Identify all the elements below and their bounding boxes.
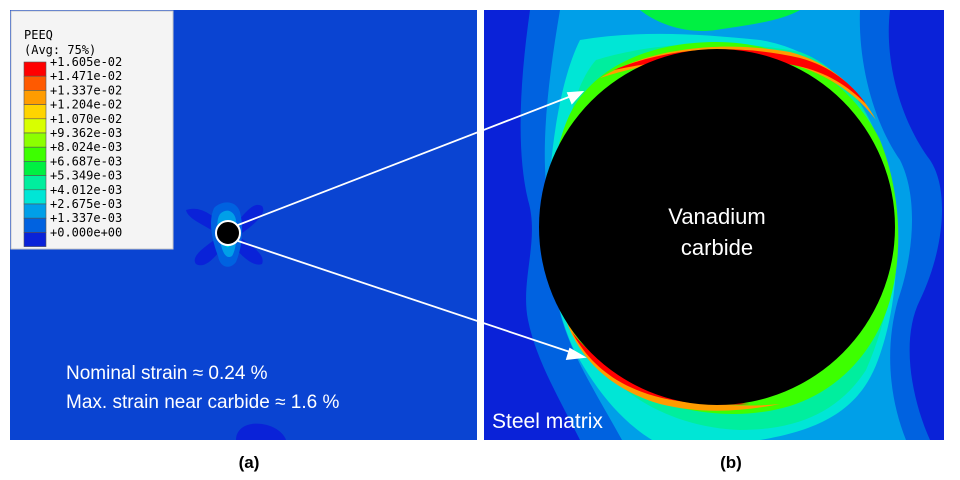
legend-label: +6.687e-03 (50, 154, 122, 168)
legend-swatch (23, 146, 47, 162)
legend-label: +0.000e+00 (50, 225, 122, 239)
legend-label: +1.471e-02 (50, 69, 122, 83)
legend-label: +1.337e-02 (50, 83, 122, 97)
panel-b: Vanadium carbide Steel matrix (484, 10, 944, 440)
legend-label: +1.204e-02 (50, 98, 122, 112)
legend-swatch (23, 189, 47, 205)
nominal-strain-text: Nominal strain ≈ 0.24 % (66, 363, 268, 384)
arrow-upper-head (566, 90, 585, 105)
steel-matrix-label: Steel matrix (492, 410, 603, 433)
arrow-lower-head (565, 347, 587, 361)
legend-label: +5.349e-03 (50, 169, 122, 183)
legend-swatch (23, 104, 47, 120)
legend: PEEQ (Avg: 75%) +1.605e-02+1.471e-02+1.3… (10, 10, 174, 250)
legend-subtitle: (Avg: 75%) (24, 43, 96, 57)
legend-swatch (23, 203, 47, 219)
panel-a-carbide (215, 220, 241, 246)
panel-a-label: (a) (239, 453, 260, 472)
legend-label: +2.675e-03 (50, 197, 122, 211)
panel-b-label: (b) (720, 453, 742, 472)
arrow-lower (237, 240, 577, 355)
legend-swatch (23, 175, 47, 191)
legend-swatch (23, 118, 47, 134)
legend-label: +4.012e-03 (50, 183, 122, 197)
legend-swatch (23, 132, 47, 148)
legend-swatch (23, 61, 47, 77)
carbide-label-line2: carbide (681, 235, 753, 260)
legend-label: +1.070e-02 (50, 112, 122, 126)
legend-label: +1.605e-02 (50, 55, 122, 69)
legend-swatch (23, 75, 47, 91)
zoom-arrows (237, 90, 587, 361)
arrow-upper (237, 94, 575, 226)
legend-title: PEEQ (24, 28, 53, 42)
legend-label: +8.024e-03 (50, 140, 122, 154)
legend-swatch (23, 161, 47, 176)
legend-label: +9.362e-03 (50, 126, 122, 140)
legend-label: +1.337e-03 (50, 211, 122, 225)
legend-swatch (23, 232, 47, 247)
carbide-label-line1: Vanadium (668, 204, 765, 229)
panel-divider (477, 10, 484, 440)
panel-b-carbide (539, 49, 895, 405)
legend-entries: +1.605e-02+1.471e-02+1.337e-02+1.204e-02… (23, 55, 122, 247)
legend-swatch (23, 217, 47, 233)
legend-swatch (23, 90, 47, 105)
max-strain-text: Max. strain near carbide ≈ 1.6 % (66, 392, 339, 413)
